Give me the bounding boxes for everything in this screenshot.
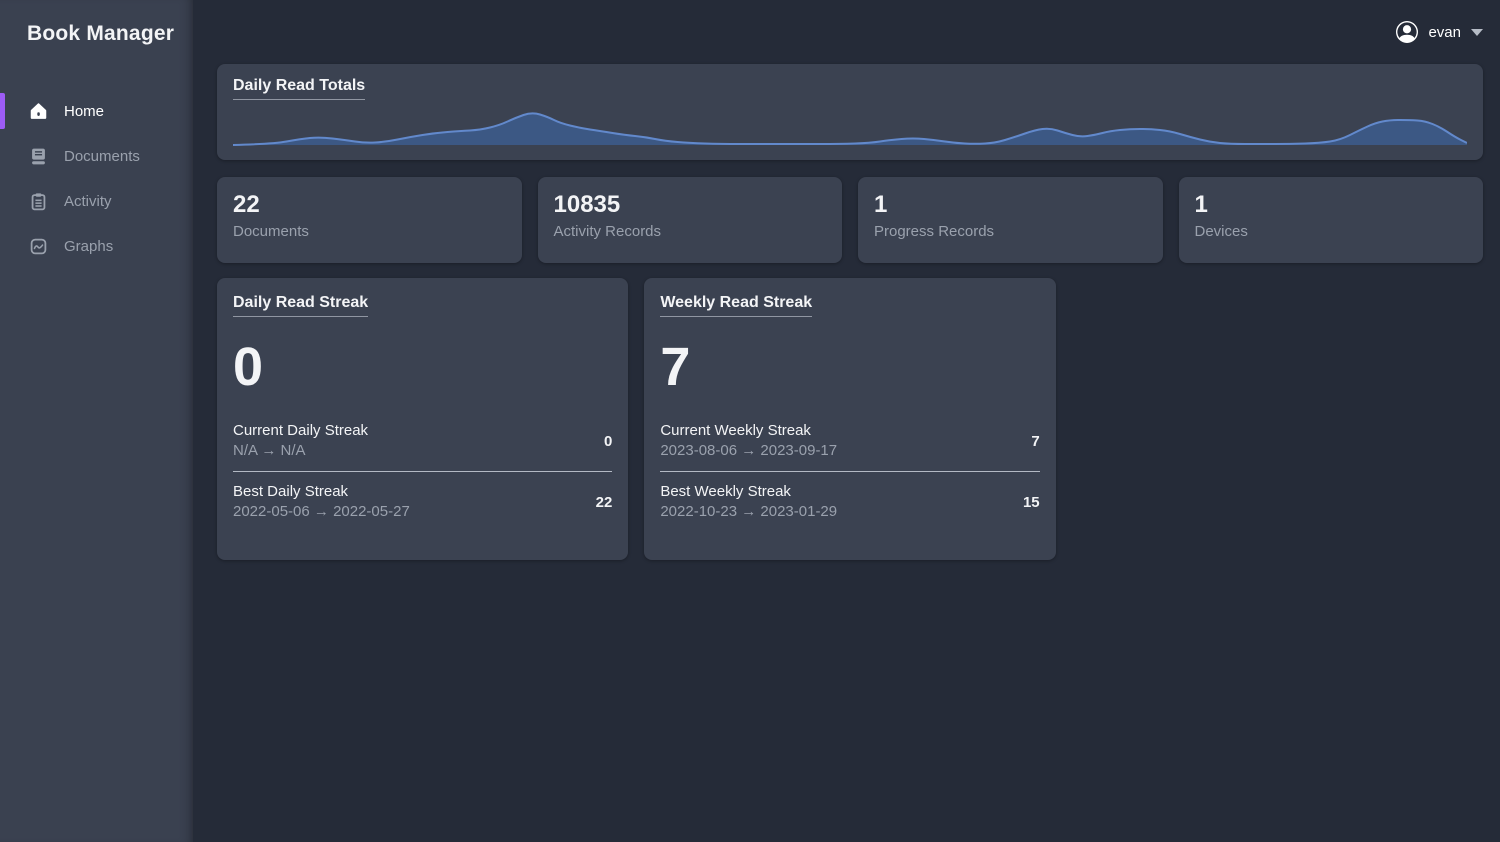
stat-value: 10835 [553,191,621,218]
streak-row-label: Current Weekly Streak [660,422,811,439]
user-menu[interactable]: evan [1396,21,1483,43]
stat-card-progress-records: 1 Progress Records [858,177,1163,263]
activity-icon [31,192,46,210]
stat-card-devices: 1 Devices [1178,177,1483,263]
streak-row-current: Current Weekly Streak 2023-08-06 → 2023-… [660,421,1039,461]
streak-row-label: Best Daily Streak [233,483,349,500]
sidebar-item-home[interactable]: Home [0,93,193,129]
divider [660,471,1040,472]
streak-row-value: 0 [603,432,613,450]
sidebar-item-label: Activity [64,192,112,210]
username: evan [1428,23,1461,41]
stats-row: 22 Documents 10835 Activity Records 1 Pr… [217,177,1483,263]
sidebar-item-label: Home [64,102,105,120]
sidebar-item-graphs[interactable]: Graphs [0,228,193,264]
streak-row-best: Best Weekly Streak 2022-10-23 → 2023-01-… [660,482,1039,522]
topbar: evan [193,0,1500,64]
stat-value: 1 [1194,191,1208,218]
daily-read-streak-card: Daily Read Streak 0 Current Daily Streak… [217,278,629,560]
active-indicator [0,93,5,129]
stat-label: Devices [1194,223,1248,241]
streak-row-current: Current Daily Streak N/A → N/A 0 [233,421,612,461]
avatar-icon [1396,21,1419,43]
streak-row-label: Best Weekly Streak [660,483,791,500]
streak-rows: Current Weekly Streak 2023-08-06 → 2023-… [660,421,1040,522]
documents-icon [32,148,45,164]
divider [233,471,613,472]
streak-row-label: Current Daily Streak [233,422,369,439]
streak-row-value: 7 [1031,432,1040,450]
streak-row-value: 15 [1022,493,1040,511]
weekly-read-streak-card: Weekly Read Streak 7 Current Weekly Stre… [644,278,1056,560]
sidebar: Book Manager Home Documents [0,0,193,842]
streak-rows: Current Daily Streak N/A → N/A 0 Best Da… [233,421,613,522]
streak-title: Daily Read Streak [233,294,369,317]
streak-row-value: 22 [595,493,613,511]
chart-line [233,112,1467,146]
stat-label: Documents [233,223,309,241]
streak-big-value: 0 [233,337,264,397]
streak-row-range: 2022-05-06 → 2022-05-27 [233,503,410,520]
stat-value: 1 [874,191,888,218]
chart-area [233,113,1467,145]
daily-read-totals-title: Daily Read Totals [233,77,366,100]
sidebar-item-label: Documents [64,147,140,165]
graphs-icon [30,238,47,254]
streak-row-range: N/A → N/A [233,442,306,459]
sidebar-nav: Home Documents Activity [0,93,193,273]
streak-row-range: 2023-08-06 → 2023-09-17 [660,442,838,459]
home-icon [30,102,47,119]
sidebar-item-activity[interactable]: Activity [0,183,193,219]
daily-read-totals-card: Daily Read Totals [217,64,1483,160]
stat-card-documents: 22 Documents [217,177,522,263]
streak-title: Weekly Read Streak [660,294,813,317]
streaks-row: Daily Read Streak 0 Current Daily Streak… [217,278,1483,560]
content: Daily Read Totals 22 Documents 10835 Act… [193,64,1500,560]
daily-read-chart [233,112,1467,146]
sidebar-item-documents[interactable]: Documents [0,138,193,174]
stat-card-activity-records: 10835 Activity Records [537,177,842,263]
stat-label: Progress Records [874,223,995,241]
sidebar-item-label: Graphs [64,237,114,255]
stat-label: Activity Records [553,223,662,241]
main-area: evan Daily Read Totals 22 Documents 1083… [193,0,1500,842]
stat-value: 22 [233,191,260,218]
chevron-down-icon [1471,28,1483,36]
streak-big-value: 7 [660,337,691,397]
streak-row-best: Best Daily Streak 2022-05-06 → 2022-05-2… [233,482,612,522]
app-title: Book Manager [27,22,175,45]
streak-row-range: 2022-10-23 → 2023-01-29 [660,503,838,520]
